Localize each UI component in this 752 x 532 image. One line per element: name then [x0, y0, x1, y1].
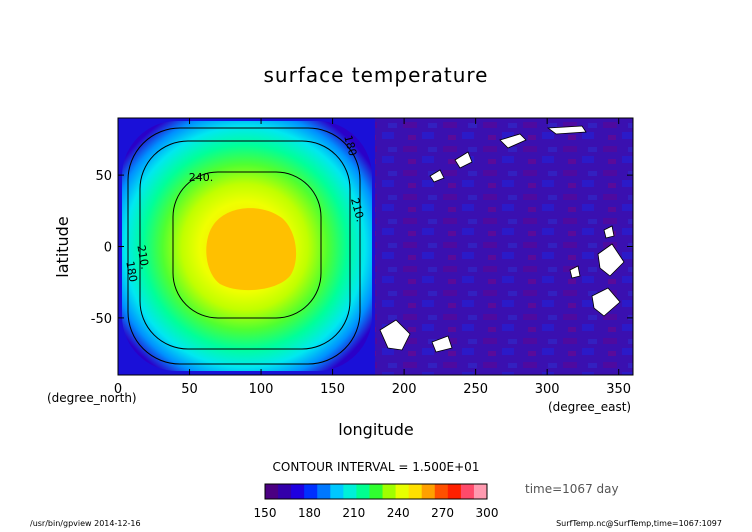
contour-label: 240. — [189, 171, 214, 184]
colorbar-swatch — [278, 484, 292, 499]
colorbar — [265, 484, 488, 499]
x-tick-label: 50 — [181, 382, 198, 397]
colorbar-swatch — [291, 484, 305, 499]
contour-180 — [127, 127, 361, 365]
x-tick-label: 200 — [392, 382, 417, 397]
colorbar-swatch — [421, 484, 436, 499]
y-tick-label: 0 — [104, 241, 112, 256]
colorbar-swatch — [408, 484, 423, 499]
y-unit-label: (degree_north) — [47, 391, 137, 405]
colorbar-swatch — [447, 484, 462, 499]
x-tick-label: 0 — [114, 382, 122, 397]
contour-label: 180 — [341, 134, 359, 158]
colorbar-swatch — [460, 484, 475, 499]
colorbar-swatch — [369, 484, 384, 499]
chart-title: surface temperature — [264, 63, 489, 87]
colorbar-tick-label: 150 — [254, 506, 277, 520]
x-tick-label: 100 — [249, 382, 274, 397]
x-axis-label: longitude — [338, 420, 413, 439]
colorbar-swatch — [473, 484, 488, 499]
contour-interval-text: CONTOUR INTERVAL = 1.500E+01 — [273, 460, 480, 474]
colorbar-swatch — [304, 484, 318, 499]
x-tick-label: 250 — [463, 382, 488, 397]
colorbar-tick-label: 270 — [431, 506, 454, 520]
colorbar-tick-labels: 150 180 210 240 270 300 — [254, 506, 499, 520]
contour-label: 180 — [123, 260, 139, 283]
y-axis-label: latitude — [53, 216, 72, 277]
colorbar-frame — [264, 483, 488, 500]
colorbar-swatch — [434, 484, 449, 499]
colorbar-tick-label: 240 — [387, 506, 410, 520]
x-unit-label: (degree_east) — [548, 400, 631, 414]
colorbar-swatch — [382, 484, 397, 499]
x-axis-ticks: 0 50 100 150 200 250 300 350 — [114, 118, 631, 397]
x-tick-label: 300 — [535, 382, 560, 397]
footer-right: SurfTemp.nc@SurfTemp,time=1067:1097 — [556, 519, 722, 528]
y-tick-label: 50 — [95, 169, 112, 184]
colorbar-swatch — [317, 484, 331, 499]
footer-left: /usr/bin/gpview 2014-12-16 — [30, 519, 141, 528]
colorbar-swatch — [395, 484, 410, 499]
x-tick-label: 350 — [606, 382, 631, 397]
y-tick-label: -50 — [91, 312, 112, 327]
contour-240 — [172, 171, 322, 319]
colorbar-swatch — [330, 484, 344, 499]
contour-210 — [139, 140, 351, 350]
colorbar-swatch — [343, 484, 357, 499]
plot-area — [118, 118, 633, 375]
contour-label: 210. — [348, 196, 367, 223]
missing-data-patches — [379, 125, 625, 353]
colorbar-tick-label: 180 — [298, 506, 321, 520]
colorbar-swatch — [356, 484, 370, 499]
contour-label: 210. — [134, 244, 151, 270]
y-axis-ticks: -50 0 50 — [91, 169, 633, 327]
colorbar-swatch — [265, 484, 279, 499]
time-label: time=1067 day — [525, 482, 619, 496]
x-tick-label: 150 — [320, 382, 345, 397]
colorbar-tick-label: 300 — [476, 506, 499, 520]
hot-spot-region — [206, 208, 297, 291]
colorbar-tick-label: 210 — [342, 506, 365, 520]
